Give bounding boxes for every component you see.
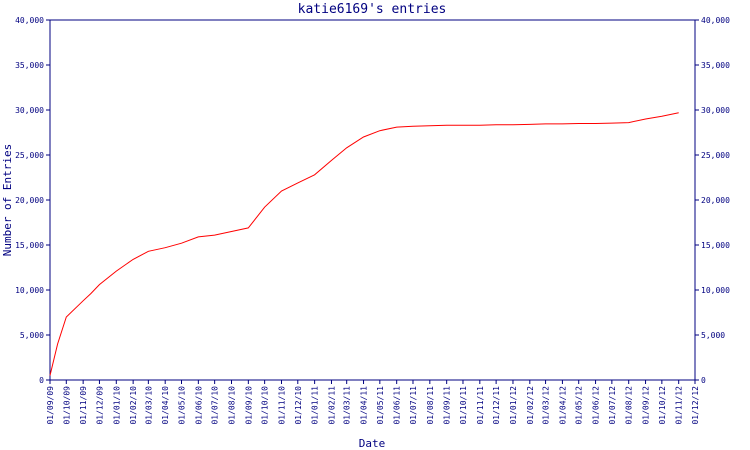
y-tick-label-right: 30,000 [701, 106, 730, 115]
x-tick-label: 01/05/12 [575, 386, 584, 425]
y-axis-right: 0 5,000 10,000 15,000 20,000 25,000 30,000 35,0… [695, 16, 730, 385]
x-tick-label: 01/04/10 [161, 386, 170, 425]
y-tick-label-right: 0 [701, 376, 706, 385]
y-tick-label-left: 35,000 [15, 61, 44, 70]
y-tick-label-left: 15,000 [15, 241, 44, 250]
y-tick-label-right: 5,000 [701, 331, 725, 340]
y-tick-label-left: 40,000 [15, 16, 44, 25]
y-tick-label-left: 5,000 [20, 331, 44, 340]
x-axis: 01/09/09 01/10/09 01/11/09 01/12/09 01/01/10… [46, 380, 700, 425]
x-tick-label: 01/06/10 [194, 386, 203, 425]
y-tick-label-right: 35,000 [701, 61, 730, 70]
series-line [49, 112, 679, 376]
x-tick-label: 01/04/11 [360, 386, 369, 425]
x-tick-label: 01/12/11 [492, 386, 501, 425]
y-tick-label-right: 40,000 [701, 16, 730, 25]
x-tick-label: 01/11/09 [79, 386, 88, 425]
y-tick-label-left: 25,000 [15, 151, 44, 160]
x-tick-label: 01/03/10 [144, 386, 153, 425]
x-tick-label: 01/09/11 [443, 386, 452, 425]
chart-title: katie6169's entries [298, 2, 447, 17]
x-tick-label: 01/11/10 [277, 386, 286, 425]
y-tick-label-right: 25,000 [701, 151, 730, 160]
x-tick-label: 01/05/11 [376, 386, 385, 425]
x-axis-label: Date [359, 437, 386, 450]
x-tick-label: 01/11/12 [675, 386, 684, 425]
x-tick-label: 01/05/10 [177, 386, 186, 425]
x-tick-label: 01/12/12 [691, 386, 700, 425]
x-tick-label: 01/07/10 [211, 386, 220, 425]
x-tick-label: 01/09/12 [642, 386, 651, 425]
x-tick-label: 01/02/12 [526, 386, 535, 425]
x-tick-label: 01/08/10 [227, 386, 236, 425]
y-tick-label-right: 15,000 [701, 241, 730, 250]
x-tick-label: 01/12/10 [294, 386, 303, 425]
y-tick-label-right: 20,000 [701, 196, 730, 205]
x-tick-label: 01/04/12 [558, 386, 567, 425]
x-tick-label: 01/09/09 [46, 386, 55, 425]
x-tick-label: 01/07/11 [409, 386, 418, 425]
x-tick-label: 01/10/11 [459, 386, 468, 425]
x-tick-label: 01/03/12 [542, 386, 551, 425]
x-tick-label: 01/01/12 [509, 386, 518, 425]
x-tick-label: 01/10/12 [658, 386, 667, 425]
y-tick-label-left: 20,000 [15, 196, 44, 205]
x-tick-label: 01/02/11 [327, 386, 336, 425]
x-tick-label: 01/10/10 [261, 386, 270, 425]
x-tick-label: 01/08/11 [426, 386, 435, 425]
x-tick-label: 01/06/12 [592, 386, 601, 425]
plot-frame [49, 19, 696, 381]
y-tick-label-left: 10,000 [15, 286, 44, 295]
x-tick-label: 01/09/10 [244, 386, 253, 425]
y-tick-label-left: 30,000 [15, 106, 44, 115]
x-tick-label: 01/06/11 [393, 386, 402, 425]
x-tick-label: 01/11/11 [476, 386, 485, 425]
x-tick-label: 01/07/12 [608, 386, 617, 425]
x-tick-label: 01/12/09 [95, 386, 104, 425]
x-tick-label: 01/02/10 [129, 386, 138, 425]
x-tick-label: 01/03/11 [343, 386, 352, 425]
y-tick-label-right: 10,000 [701, 286, 730, 295]
x-tick-label: 01/10/09 [62, 386, 71, 425]
y-axis-left: 0 5,000 10,000 15,000 20,000 25,000 30,000 35,0… [15, 16, 50, 385]
y-axis-label: Number of Entries [1, 144, 14, 257]
x-tick-label: 01/08/12 [625, 386, 634, 425]
x-tick-label: 01/01/10 [112, 386, 121, 425]
y-tick-label-left: 0 [39, 376, 44, 385]
x-tick-label: 01/01/11 [311, 386, 320, 425]
